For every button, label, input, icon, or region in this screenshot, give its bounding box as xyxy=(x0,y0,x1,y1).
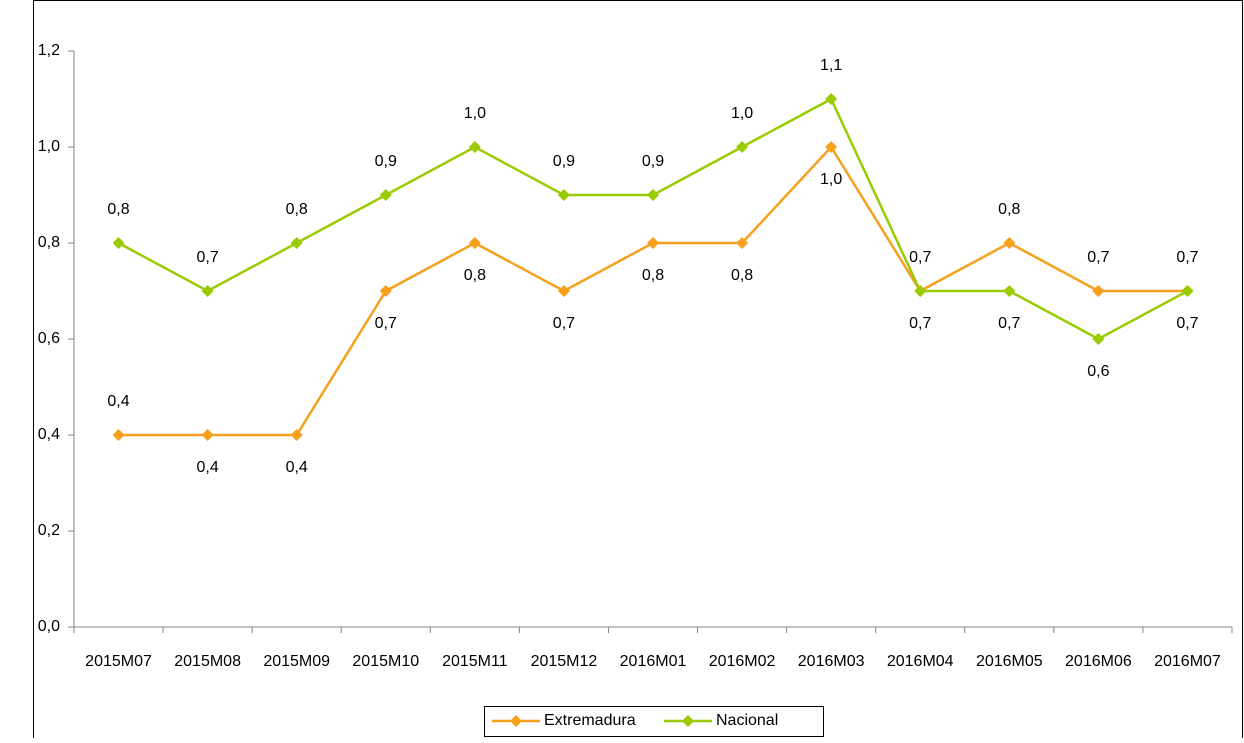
x-tick-label: 2015M08 xyxy=(174,653,241,670)
data-label: 0,7 xyxy=(196,249,218,266)
data-label: 0,8 xyxy=(286,201,308,218)
marker xyxy=(379,189,392,201)
data-label: 1,0 xyxy=(820,171,842,188)
x-tick-label: 2015M07 xyxy=(85,653,152,670)
legend-label: Nacional xyxy=(716,712,778,729)
data-label: 0,9 xyxy=(642,153,664,170)
data-label: 0,7 xyxy=(1176,315,1198,332)
data-label: 0,7 xyxy=(909,315,931,332)
marker xyxy=(1003,237,1016,249)
y-tick-label: 0,8 xyxy=(38,234,60,251)
data-label: 0,9 xyxy=(553,153,575,170)
marker xyxy=(468,141,481,153)
x-tick-label: 2016M04 xyxy=(887,653,954,670)
marker xyxy=(825,141,838,153)
data-label: 0,7 xyxy=(998,315,1020,332)
data-label: 0,7 xyxy=(1176,249,1198,266)
data-label: 0,8 xyxy=(464,267,486,284)
y-tick-label: 0,6 xyxy=(38,330,60,347)
marker xyxy=(290,237,303,249)
marker xyxy=(201,285,214,297)
marker xyxy=(1003,285,1016,297)
marker xyxy=(468,237,481,249)
data-label: 0,9 xyxy=(375,153,397,170)
y-tick-label: 0,2 xyxy=(38,522,60,539)
legend-marker xyxy=(682,715,694,727)
marker xyxy=(647,189,659,201)
data-label: 0,7 xyxy=(375,315,397,332)
legend-marker xyxy=(510,715,522,727)
marker xyxy=(557,285,570,297)
marker xyxy=(1092,333,1105,345)
data-label: 0,4 xyxy=(107,393,129,410)
marker xyxy=(112,429,125,441)
data-label: 0,7 xyxy=(553,315,575,332)
marker xyxy=(1181,285,1194,297)
data-label: 0,7 xyxy=(1087,249,1109,266)
y-tick-label: 0,0 xyxy=(38,618,60,635)
marker xyxy=(290,429,303,441)
y-tick-label: 1,2 xyxy=(38,42,60,59)
marker xyxy=(914,285,927,297)
marker xyxy=(825,93,838,105)
data-label: 0,8 xyxy=(107,201,129,218)
x-tick-label: 2016M06 xyxy=(1065,653,1132,670)
marker xyxy=(201,429,214,441)
legend-box xyxy=(484,706,824,737)
marker xyxy=(1092,285,1105,297)
x-tick-label: 2016M05 xyxy=(976,653,1043,670)
marker xyxy=(557,189,570,201)
data-label: 0,4 xyxy=(286,459,308,476)
data-label: 0,8 xyxy=(998,201,1020,218)
data-label: 1,1 xyxy=(820,57,842,74)
series-line xyxy=(117,97,1189,341)
marker xyxy=(379,285,392,297)
data-label: 1,0 xyxy=(464,105,486,122)
x-tick-label: 2016M02 xyxy=(709,653,776,670)
data-label: 1,0 xyxy=(731,105,753,122)
data-label: 0,4 xyxy=(196,459,218,476)
legend-label: Extremadura xyxy=(544,712,636,729)
data-label: 0,8 xyxy=(731,267,753,284)
marker xyxy=(736,141,749,153)
y-tick-label: 1,0 xyxy=(38,138,60,155)
data-label: 0,8 xyxy=(642,267,664,284)
x-tick-label: 2015M09 xyxy=(263,653,330,670)
x-tick-label: 2015M10 xyxy=(352,653,419,670)
data-label: 0,7 xyxy=(909,249,931,266)
marker xyxy=(736,237,749,249)
marker xyxy=(647,237,659,249)
data-label: 0,6 xyxy=(1087,363,1109,380)
x-tick-label: 2016M07 xyxy=(1154,653,1221,670)
x-tick-label: 2016M03 xyxy=(798,653,865,670)
x-tick-label: 2015M12 xyxy=(531,653,598,670)
x-tick-label: 2015M11 xyxy=(442,653,508,670)
marker xyxy=(112,237,125,249)
x-tick-label: 2016M01 xyxy=(620,653,687,670)
y-tick-label: 0,4 xyxy=(38,426,60,443)
